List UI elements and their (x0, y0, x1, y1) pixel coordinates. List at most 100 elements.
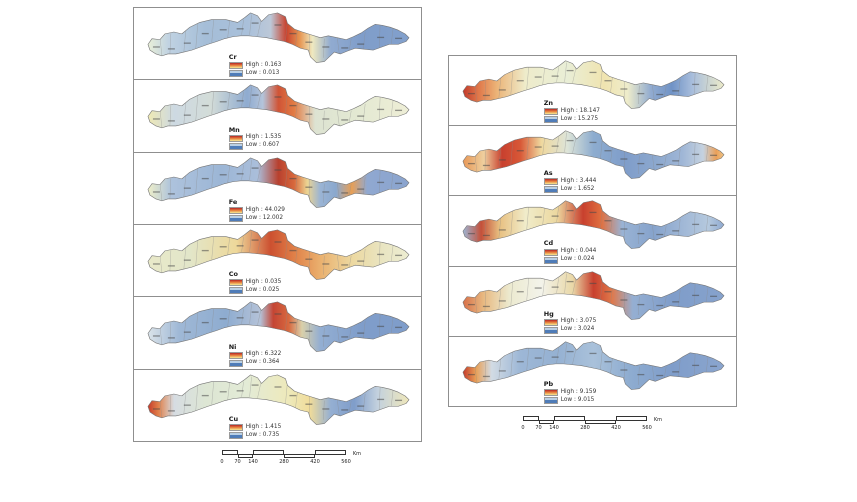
legend-cu: Cu High : 1.415 Low : 0.735 (228, 415, 282, 439)
legend-low-label: Low : 0.013 (245, 69, 280, 76)
legend-low-label: Low : 3.024 (560, 326, 595, 333)
low-color-swatch (543, 326, 558, 334)
legend-as: As High : 3.444 Low : 1.652 (543, 169, 597, 194)
legend-zn: Zn High : 18.147 Low : 15.275 (543, 99, 600, 124)
map-panel-fe: Fe High : 44.029 Low : 12.002 (134, 153, 421, 225)
low-color-swatch (228, 214, 243, 222)
scale-tick-label: 560 (341, 459, 351, 465)
map-panel-co: Co High : 0.035 Low : 0.025 (134, 225, 421, 298)
left-map-group: Cr High : 0.163 Low : 0.013 Mn High : 1.… (133, 7, 422, 442)
legend-cd: Cd High : 0.044 Low : 0.024 (543, 239, 597, 264)
scale-tick-label: 70 (234, 459, 241, 465)
legend-low-label: Low : 15.275 (560, 115, 599, 122)
scale-bar-wave (523, 416, 647, 425)
high-color-swatch (228, 62, 243, 70)
scale-tick-label: 280 (580, 425, 590, 431)
legend-high-label: High : 18.147 (560, 107, 600, 114)
legend-high-label: High : 1.415 (245, 423, 282, 430)
scale-bar-left: Km 0 70 140 280 420 560 (220, 450, 361, 466)
legend-title: Cd (543, 239, 554, 248)
legend-hg: Hg High : 3.075 Low : 3.024 (543, 309, 597, 334)
high-color-swatch (543, 248, 558, 256)
legend-high-label: High : 1.535 (245, 134, 282, 141)
legend-high-label: High : 0.163 (245, 61, 282, 68)
legend-title: As (543, 169, 553, 178)
scale-bar-right: Km 0 70 140 280 420 560 (521, 416, 662, 432)
scale-bar-segment (554, 416, 585, 421)
scale-tick-row: 0 70 140 280 420 560 (220, 459, 350, 466)
choropleth-map-fe (138, 155, 417, 212)
legend-high-label: High : 3.075 (560, 318, 597, 325)
legend-title: Hg (543, 309, 554, 318)
legend-title: Pb (543, 379, 554, 388)
scale-tick-label: 420 (310, 459, 320, 465)
scale-bar-segment (585, 419, 616, 424)
map-panel-cd: Cd High : 0.044 Low : 0.024 (449, 196, 736, 267)
scale-tick-label: 70 (535, 425, 542, 431)
map-panel-cr: Cr High : 0.163 Low : 0.013 (134, 8, 421, 81)
legend-high-label: High : 0.044 (560, 248, 597, 255)
map-panel-mn: Mn High : 1.535 Low : 0.607 (134, 80, 421, 153)
scale-tick-label: 0 (521, 425, 525, 431)
low-color-swatch (543, 186, 558, 194)
legend-high-label: High : 0.035 (245, 278, 282, 285)
scale-bar-segment (284, 453, 315, 458)
legend-title: Mn (228, 125, 240, 134)
scale-bar-segment (538, 419, 554, 424)
legend-high-label: High : 3.444 (560, 178, 597, 184)
scale-bar-segment (237, 453, 253, 458)
legend-title: Zn (543, 99, 554, 108)
choropleth-map-ni (138, 299, 417, 356)
legend-low-label: Low : 1.652 (560, 186, 595, 192)
scale-tick-label: 140 (248, 459, 258, 465)
low-color-swatch (228, 359, 243, 367)
choropleth-map-zn (453, 58, 732, 113)
map-panel-as: As High : 3.444 Low : 1.652 (449, 126, 736, 197)
low-color-swatch (543, 397, 558, 405)
high-color-swatch (228, 351, 243, 359)
legend-low-label: Low : 0.025 (245, 286, 280, 293)
map-panel-cu: Cu High : 1.415 Low : 0.735 (134, 370, 421, 441)
high-color-swatch (228, 279, 243, 287)
legend-high-label: High : 9.159 (560, 388, 597, 395)
choropleth-map-pb (453, 339, 732, 394)
legend-cr: Cr High : 0.163 Low : 0.013 (228, 54, 282, 78)
scale-tick-label: 420 (611, 425, 621, 431)
low-color-swatch (228, 70, 243, 78)
low-color-swatch (543, 256, 558, 264)
high-color-swatch (543, 108, 558, 116)
scale-bar-segment (523, 416, 539, 421)
high-color-swatch (543, 389, 558, 397)
scale-tick-row: 0 70 140 280 420 560 (521, 425, 651, 432)
legend-low-label: Low : 12.002 (245, 214, 284, 221)
legend-low-label: Low : 0.364 (245, 359, 280, 366)
legend-title: Fe (228, 197, 238, 206)
map-panel-pb: Pb High : 9.159 Low : 9.015 (449, 337, 736, 406)
legend-ni: Ni High : 6.322 Low : 0.364 (228, 342, 282, 367)
low-color-swatch (543, 116, 558, 124)
scale-tick-label: 280 (279, 459, 289, 465)
scale-tick-label: 0 (220, 459, 224, 465)
legend-low-label: Low : 0.735 (245, 431, 280, 438)
scale-unit-label: Km (352, 451, 361, 457)
choropleth-map-cu (138, 372, 417, 429)
scale-bar-segment (222, 450, 238, 455)
scale-bar-segment (315, 450, 346, 455)
scale-bar-segment (253, 450, 284, 455)
scale-tick-label: 140 (549, 425, 559, 431)
legend-title: Co (228, 270, 238, 279)
choropleth-map-cr (138, 10, 417, 67)
map-panel-hg: Hg High : 3.075 Low : 3.024 (449, 267, 736, 337)
scale-bar-wave (222, 450, 346, 459)
legend-high-label: High : 6.322 (245, 351, 282, 358)
map-panel-ni: Ni High : 6.322 Low : 0.364 (134, 297, 421, 370)
legend-high-label: High : 44.029 (245, 206, 285, 213)
choropleth-map-cd (453, 198, 732, 253)
low-color-swatch (228, 431, 243, 439)
legend-pb: Pb High : 9.159 Low : 9.015 (543, 379, 597, 405)
scale-unit-label: Km (653, 417, 662, 423)
legend-low-label: Low : 0.607 (245, 142, 280, 149)
high-color-swatch (228, 206, 243, 214)
legend-title: Ni (228, 342, 237, 351)
